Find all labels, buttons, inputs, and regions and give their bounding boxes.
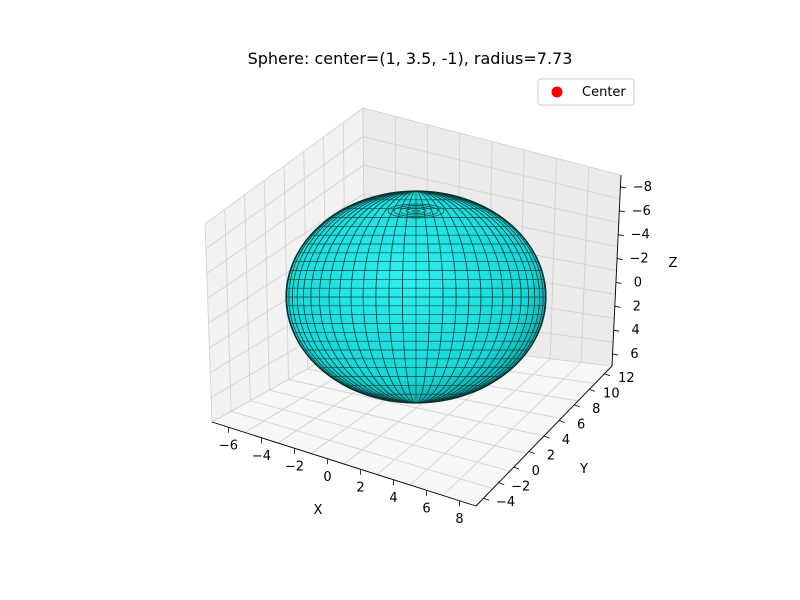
y-tick-4: 4 — [562, 433, 570, 448]
z-tick-3: 0 — [634, 275, 642, 290]
z-tick-mark — [616, 258, 623, 260]
y-tick-6: 8 — [592, 402, 600, 417]
y-tick-5: 6 — [577, 417, 585, 432]
grid-line — [206, 164, 364, 274]
x-tick-0: −6 — [219, 438, 238, 453]
y-tick-8: 12 — [618, 371, 635, 386]
grid-line — [580, 166, 590, 363]
y-tick-mark — [498, 482, 505, 486]
z-tick-1: 4 — [632, 323, 640, 338]
sphere-pole-ring — [411, 209, 421, 213]
grid-line — [549, 158, 557, 359]
y-tick-0: −4 — [496, 495, 515, 510]
grid-line — [442, 362, 582, 496]
y-tick-2: 0 — [532, 464, 540, 479]
grid-line — [288, 379, 545, 437]
y-tick-mark — [574, 404, 580, 408]
chart-title: Sphere: center=(1, 3.5, -1), radius=7.73 — [248, 49, 573, 68]
z-tick-mark — [618, 234, 624, 237]
z-tick-6: −6 — [632, 204, 651, 219]
x-tick-3: 0 — [323, 470, 331, 485]
y-tick-mark — [558, 420, 565, 423]
x-tick-5: 4 — [389, 491, 397, 506]
y-tick-mark — [483, 497, 490, 501]
y-tick-mark — [604, 373, 611, 377]
grid-line — [363, 136, 620, 200]
x-tick-labels: −6 −4 −2 0 2 4 6 8 — [219, 427, 464, 527]
z-tick-0: 6 — [630, 347, 638, 362]
grid-line — [363, 164, 619, 224]
y-tick-mark — [528, 451, 535, 454]
x-tick-7: 8 — [455, 512, 463, 527]
x-tick-1: −4 — [252, 449, 271, 464]
z-tick-5: −4 — [631, 228, 650, 243]
sphere-pole-ring — [387, 203, 445, 219]
y-tick-mark — [513, 466, 520, 470]
z-tick-labels: 6 4 2 0 −2 −4 −6 −8 — [612, 180, 652, 362]
z-tick-mark — [613, 329, 620, 332]
legend-box — [537, 78, 635, 106]
grid-line — [409, 358, 551, 486]
legend-center-marker — [551, 86, 563, 98]
z-tick-mark — [612, 353, 619, 356]
y-tick-mark — [543, 435, 550, 439]
x-tick-6: 6 — [422, 501, 430, 516]
sphere-surface — [285, 190, 547, 404]
y-tick-7: 10 — [603, 386, 620, 401]
z-tick-2: 2 — [633, 299, 641, 314]
x-axis-line — [211, 421, 477, 507]
y-tick-mark — [589, 388, 595, 392]
z-tick-7: −8 — [633, 180, 652, 195]
y-tick-3: 2 — [547, 449, 555, 464]
x-tick-4: 2 — [356, 480, 364, 495]
grid-line — [207, 193, 364, 299]
x-axis-label: X — [314, 503, 323, 518]
sphere-pole-ring — [393, 205, 439, 217]
sphere-wireframe — [286, 191, 546, 403]
y-axis-label: Y — [579, 462, 588, 477]
z-tick-mark — [614, 305, 621, 308]
legend-center-label: Center — [582, 85, 626, 100]
z-axis-line — [611, 174, 622, 367]
z-tick-mark — [620, 186, 627, 189]
z-tick-mark — [619, 210, 625, 213]
z-tick-mark — [615, 282, 622, 284]
z-axis-label: Z — [669, 256, 678, 271]
sphere-pole-ring — [399, 206, 433, 216]
grid-line — [205, 136, 364, 250]
legend: Center — [537, 78, 635, 106]
sphere-pole-ring — [405, 208, 427, 214]
x-tick-2: −2 — [285, 459, 304, 474]
z-tick-4: −2 — [629, 252, 648, 267]
y-tick-1: −2 — [511, 480, 530, 495]
